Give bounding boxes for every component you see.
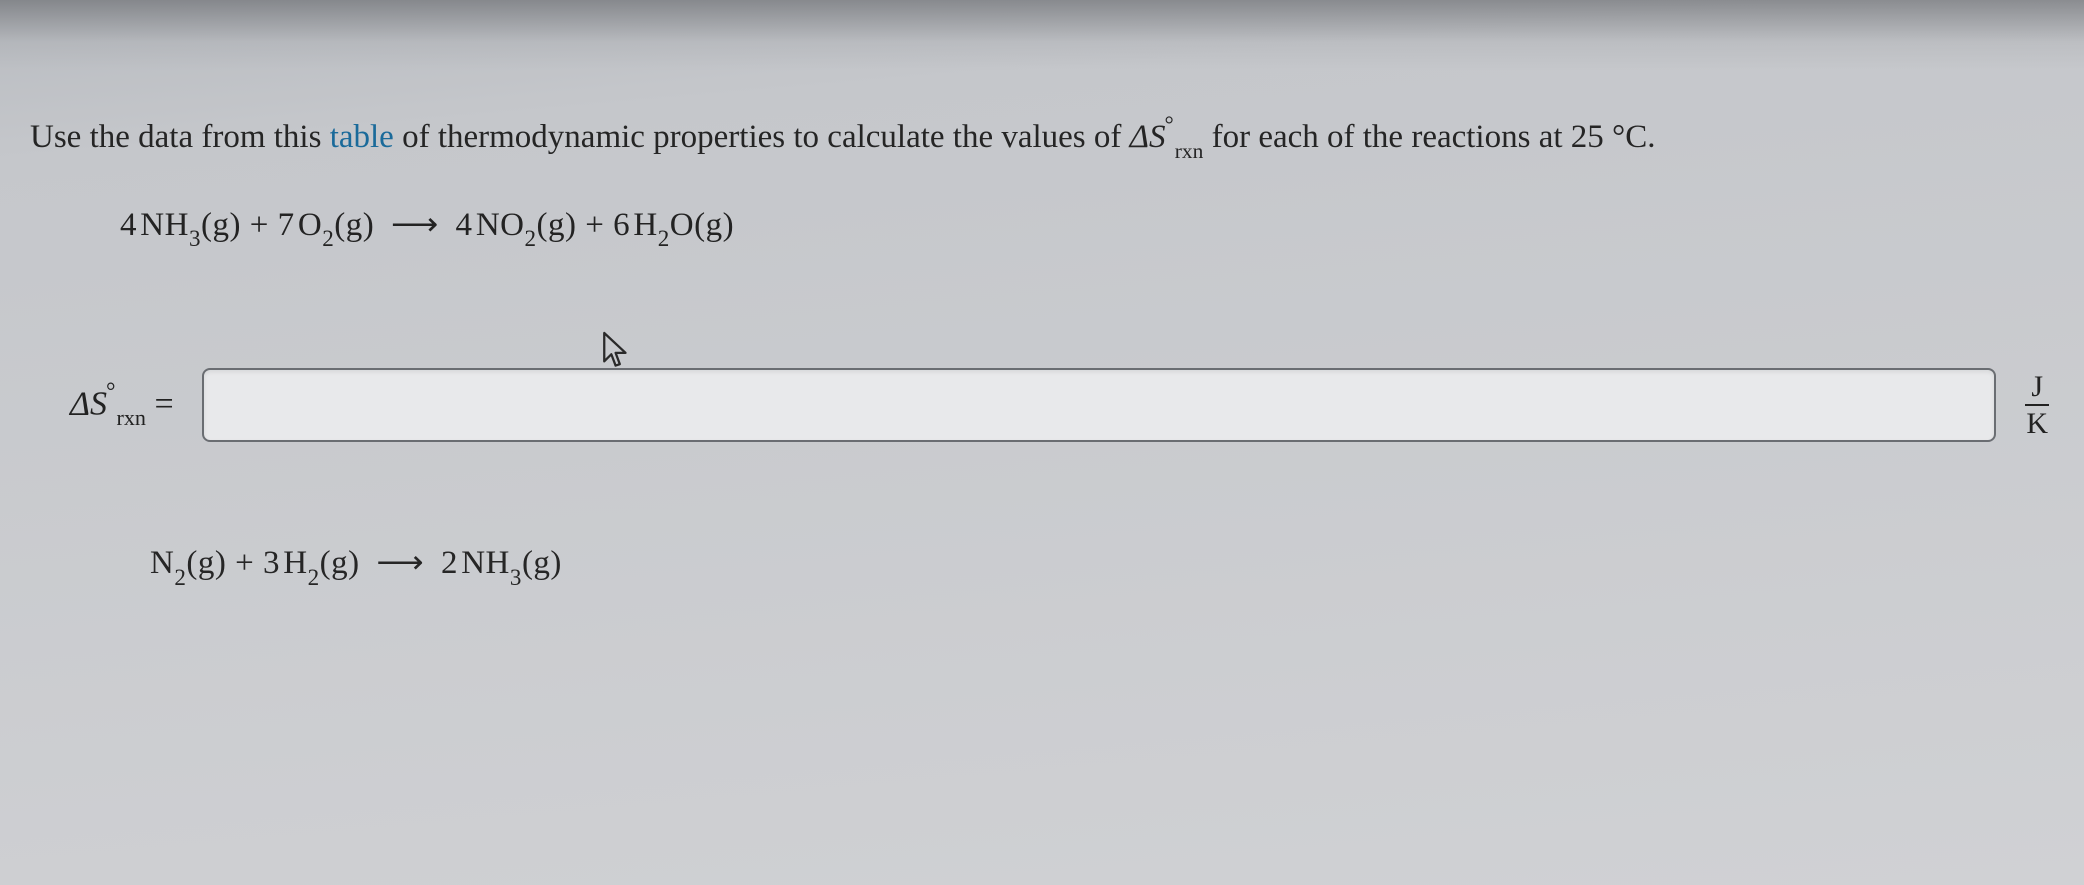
- delta-s-rxn-label: ΔS°rxn: [70, 382, 146, 428]
- unit-fraction: J K: [2020, 371, 2054, 440]
- unit-denominator: K: [2020, 406, 2054, 440]
- reaction-arrow: ⟶: [376, 542, 424, 582]
- prompt-tail-before: of thermodynamic properties to calculate…: [394, 119, 1130, 155]
- cursor-icon: [600, 330, 634, 375]
- question-page: Use the data from this table of thermody…: [0, 0, 2084, 627]
- reaction-2-equation: N2(g) + 3 H2(g) ⟶ 2 NH3(g): [150, 542, 2054, 587]
- table-link[interactable]: table: [330, 119, 394, 155]
- prompt-text: Use the data from this table of thermody…: [30, 110, 2054, 164]
- answer-label: ΔS°rxn =: [70, 382, 174, 428]
- delta-s-rxn-symbol: ΔS°rxn: [1130, 110, 1204, 164]
- reaction-arrow: ⟶: [391, 204, 439, 244]
- answer-input[interactable]: [202, 368, 1997, 442]
- answer-row: ΔS°rxn = J K: [30, 368, 2054, 442]
- unit-numerator: J: [2025, 371, 2049, 407]
- prompt-lead: Use the data from this: [30, 119, 330, 155]
- reaction-1-equation: 4 NH3(g) + 7 O2(g) ⟶ 4 NO2(g) + 6 H2O(g): [120, 204, 2054, 249]
- prompt-tail-after: for each of the reactions at 25 °C.: [1203, 119, 1655, 155]
